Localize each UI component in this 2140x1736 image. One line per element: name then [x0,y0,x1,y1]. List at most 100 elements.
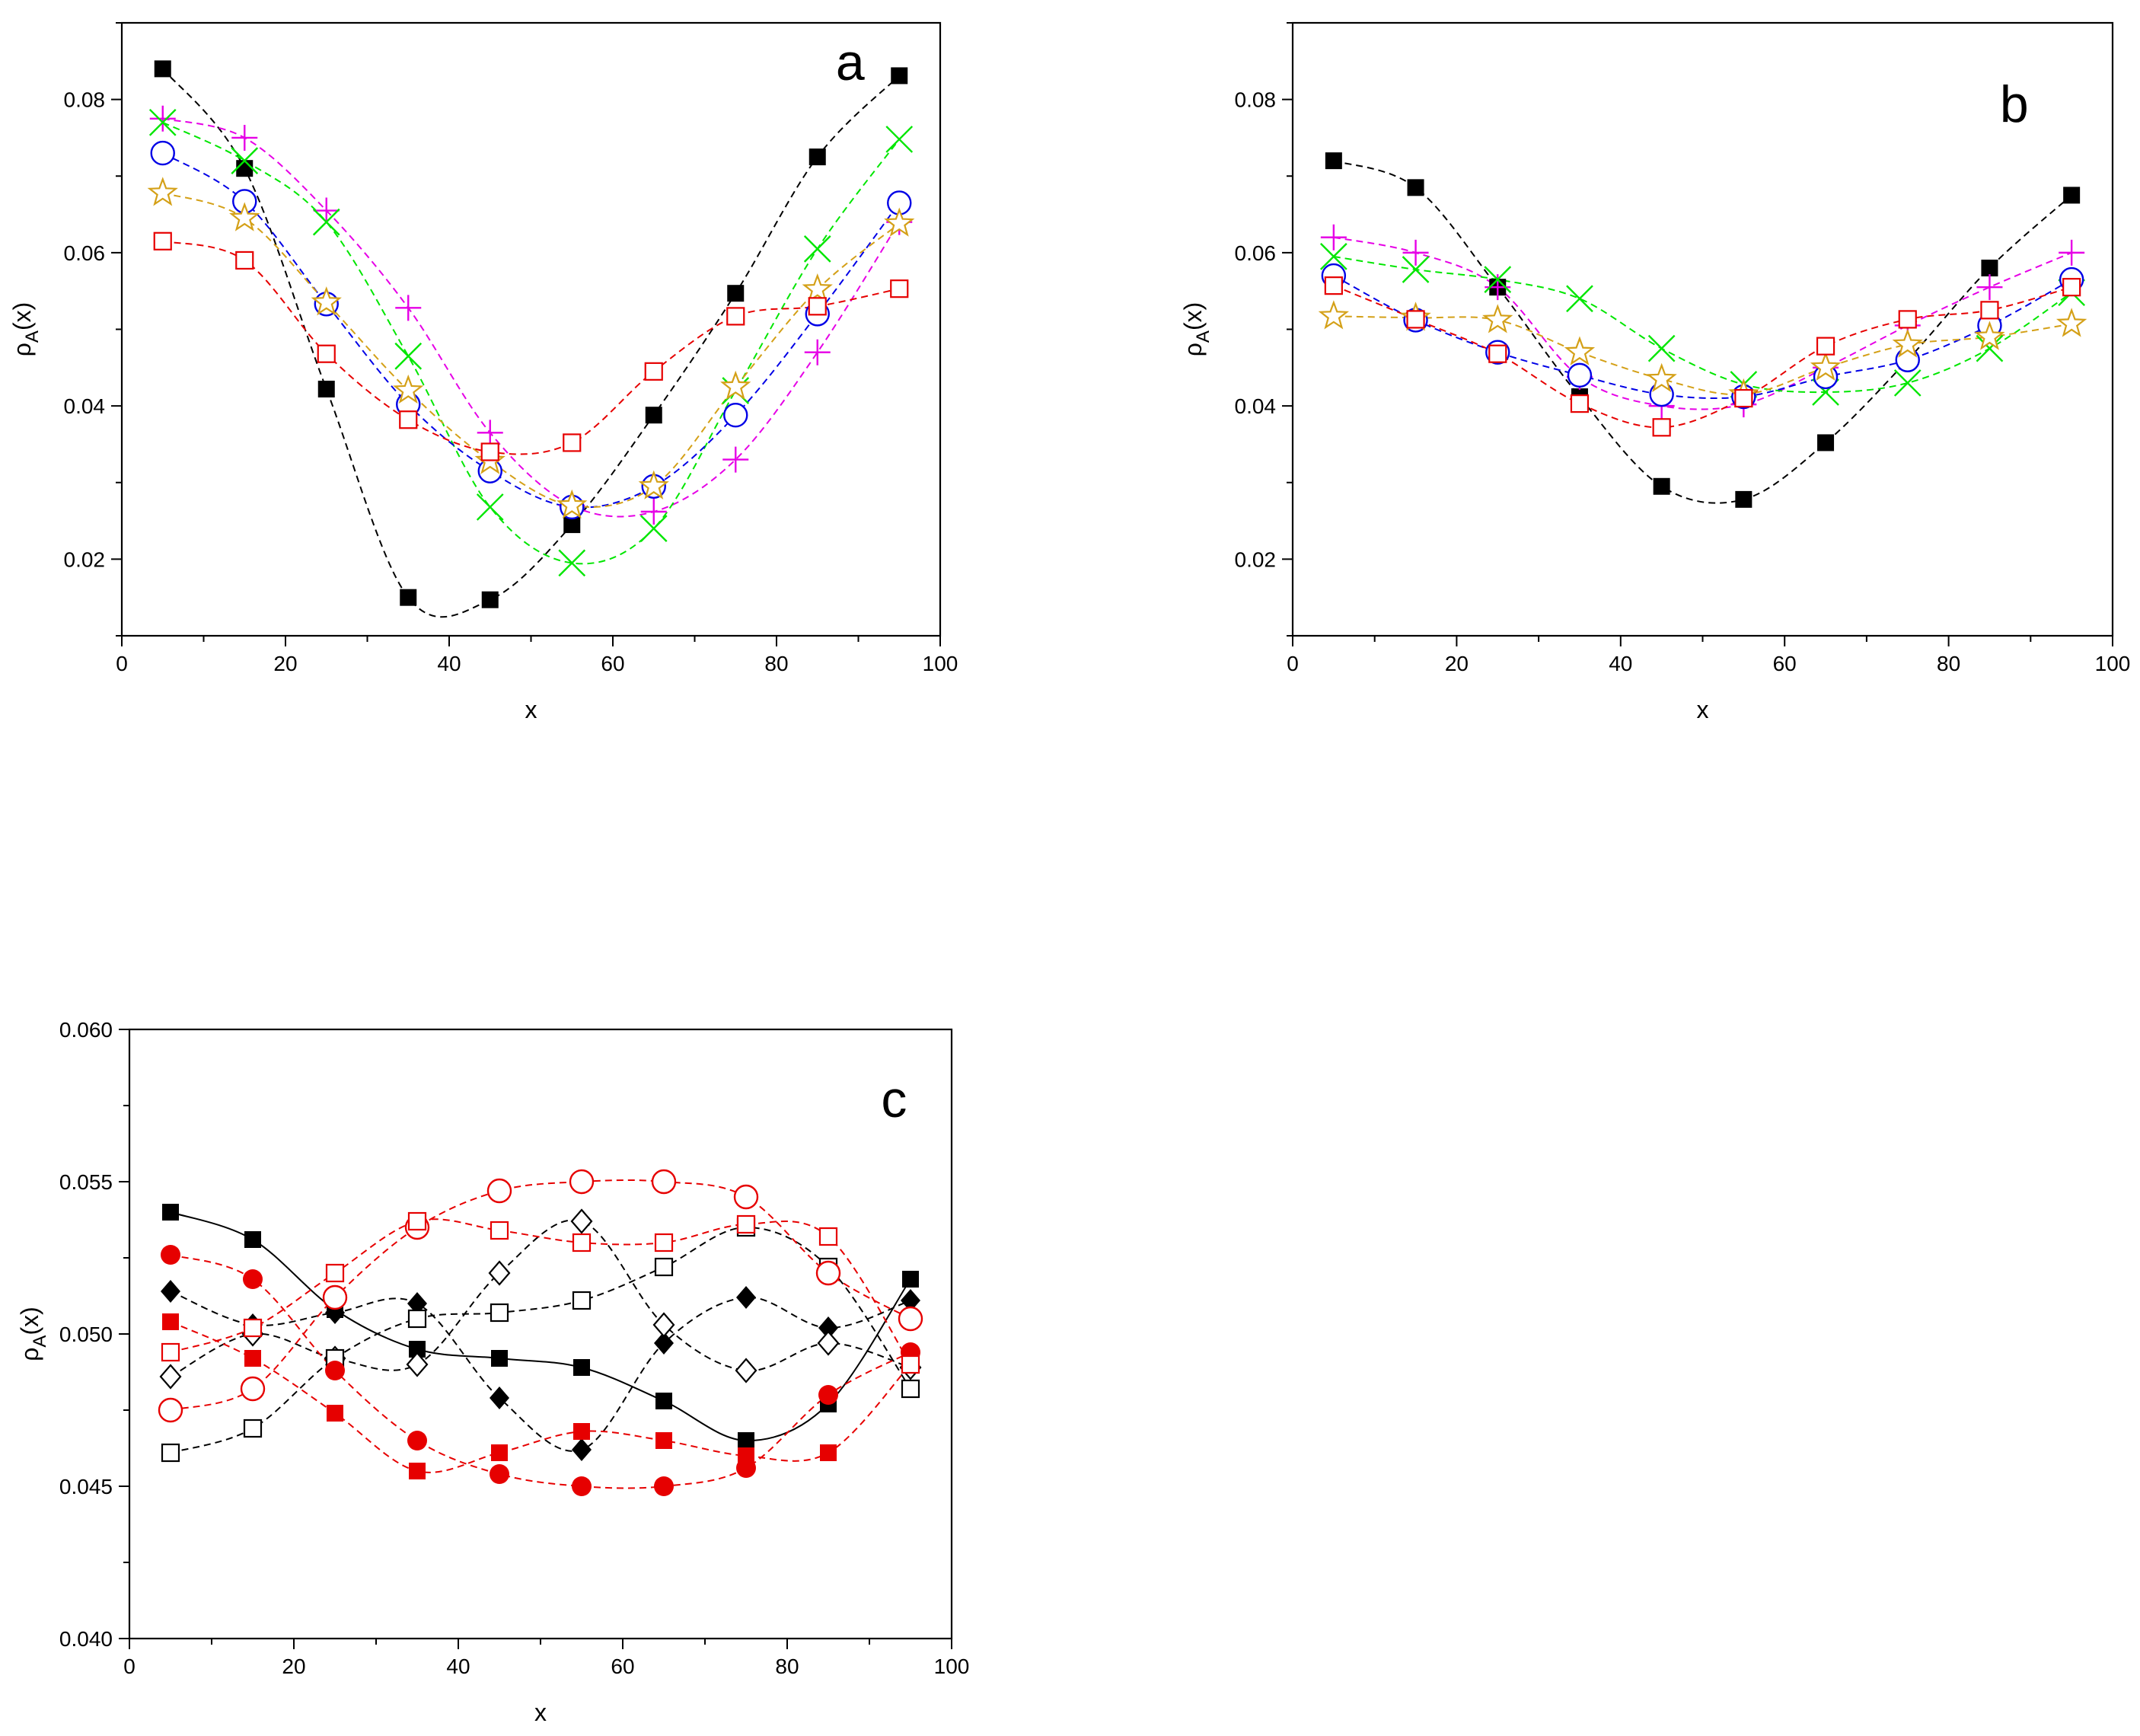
y-axis-title: ρA(x) [1179,302,1214,357]
data-point-s3-7 [723,403,748,428]
data-point-s6-8 [815,1260,841,1286]
data-point-s3-3 [1567,362,1593,388]
y-axis-subscript: A [1193,330,1214,343]
data-point-s0-8 [808,148,826,166]
x-axis-title: x [534,1699,547,1726]
series-curve-2 [162,121,901,565]
series-curve-5 [1333,285,2072,429]
data-point-s4-4 [490,1464,509,1484]
data-point-s5-6 [644,362,663,381]
data-point-s0-6 [1817,434,1835,452]
x-tick-label: 100 [2095,652,2131,675]
data-point-s0-0 [162,1204,179,1221]
data-point-s0-4 [491,1350,508,1367]
data-point-s6-1 [240,1376,266,1402]
y-tick-label: 0.040 [59,1627,113,1651]
data-point-s0-9 [902,1271,919,1288]
data-point-s2-7 [1893,369,1922,397]
x-tick-label: 20 [273,652,297,675]
data-point-s0-1 [1407,179,1424,196]
x-tick-label: 60 [601,652,624,675]
data-point-s1-1 [231,124,258,151]
data-point-s1-0 [149,105,176,132]
y-tick-label: 0.08 [1235,88,1277,112]
series-curve-5 [170,1321,911,1473]
data-point-s5-3 [409,1463,426,1479]
data-point-s7-5 [572,1233,592,1253]
series-curve-3 [162,152,901,509]
data-point-s5-5 [573,1423,590,1440]
data-point-s2-8 [803,235,831,263]
data-point-s5-2 [317,344,336,363]
data-point-s1-9 [901,1289,920,1312]
data-point-s2-1 [231,147,259,174]
data-point-s1-8 [804,339,831,365]
y-tick-label: 0.04 [1235,394,1277,418]
x-axis-title: x [1697,696,1709,723]
data-point-s0-6 [655,1393,672,1409]
y-axis-subscript: A [30,1336,50,1348]
y-tick-label: 0.02 [64,547,106,571]
y-tick-label: 0.055 [59,1170,113,1194]
data-point-s1-7 [736,1286,756,1309]
data-point-s4-2 [311,286,342,316]
data-point-s0-3 [400,589,417,606]
series-curve-4 [170,1254,911,1489]
data-point-s0-8 [1981,260,1998,276]
y-tick-label: 0.045 [59,1475,113,1498]
data-point-s1-6 [640,498,667,525]
data-point-s4-1 [243,1269,263,1289]
data-point-s6-5 [569,1169,595,1195]
data-point-s4-6 [654,1476,674,1496]
series-curve-2 [170,1219,911,1377]
data-point-s1-3 [395,295,422,321]
data-point-s7-7 [736,1214,756,1234]
data-point-s0-2 [317,380,335,397]
data-point-s4-0 [147,177,178,206]
data-point-s2-0 [159,1364,182,1390]
data-point-s4-3 [1564,336,1596,365]
data-point-s0-9 [2063,187,2081,204]
data-point-s4-6 [1810,351,1842,381]
data-point-s0-4 [481,591,499,608]
series-curve-3 [170,1226,911,1454]
x-tick-label: 20 [1445,652,1469,675]
x-tick-label: 100 [923,652,958,675]
data-point-s1-0 [161,1280,180,1303]
data-point-s0-5 [573,1359,590,1376]
data-point-s6-6 [651,1169,677,1195]
x-tick-label: 0 [116,652,128,675]
data-point-s0-6 [645,407,662,424]
x-tick-label: 0 [123,1655,136,1678]
data-point-s4-3 [407,1431,427,1450]
data-point-s3-4 [1649,381,1674,407]
y-tick-label: 0.06 [64,241,106,265]
data-point-s0-0 [1325,152,1342,170]
data-point-s2-5 [558,549,586,577]
data-point-s3-0 [161,1443,180,1463]
x-tick-label: 100 [934,1655,970,1678]
data-point-s7-0 [161,1342,180,1362]
panel-label: a [836,34,865,91]
data-point-s3-1 [243,1418,263,1438]
series-curve-4 [1333,315,2072,396]
data-point-s0-1 [236,160,254,177]
data-point-s7-1 [243,1318,263,1338]
data-point-s5-7 [738,1447,754,1464]
y-tick-label: 0.050 [59,1323,113,1346]
data-point-s1-8 [1976,274,2003,301]
panel-b-chart: 0 20 40 60 80 100 0.02 0.04 0.06 0.08 x ρA(x) b [1179,21,2131,723]
y-axis-suffix: (x) [8,302,36,330]
y-axis-suffix: (x) [16,1307,43,1335]
data-point-s7-8 [818,1227,838,1246]
data-point-s5-5 [1734,388,1753,408]
data-point-s5-5 [563,433,582,452]
data-point-s5-4 [491,1444,508,1461]
y-tick-label: 0.06 [1235,241,1277,265]
data-point-s0-9 [891,67,908,85]
data-point-s4-3 [393,374,424,404]
y-tick-label: 0.02 [1235,547,1277,571]
x-tick-label: 40 [446,1655,470,1678]
data-point-s2-0 [1320,243,1347,270]
